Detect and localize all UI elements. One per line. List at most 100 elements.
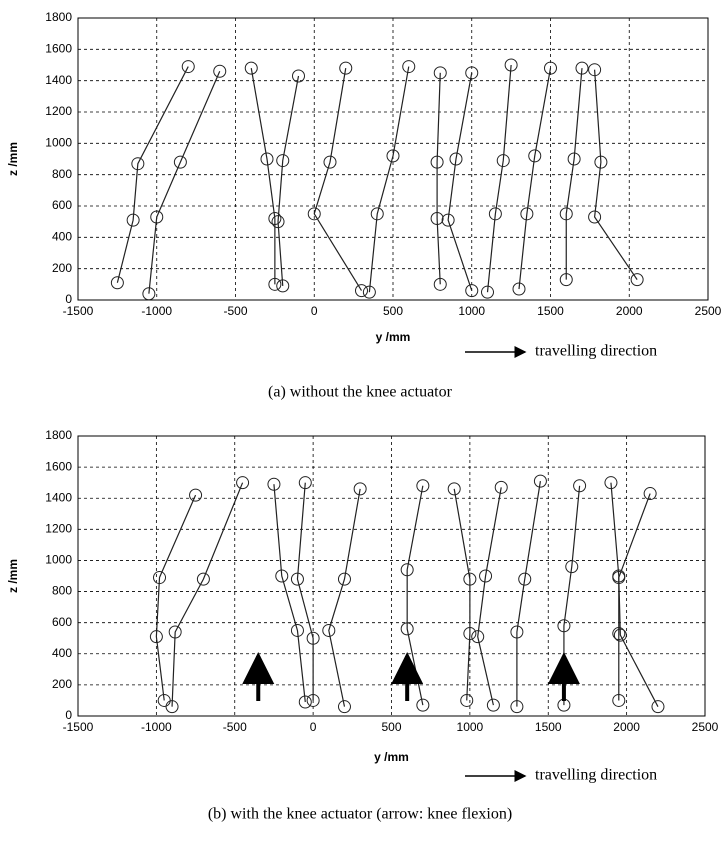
joint-marker (150, 210, 164, 224)
x-tick-label: 1500 (537, 304, 564, 318)
stick-frame (453, 488, 471, 701)
x-axis-label: y /mm (374, 750, 409, 764)
caption: (b) with the knee actuator (arrow: knee … (208, 806, 512, 823)
joint-marker (323, 155, 337, 169)
joint-marker (557, 619, 571, 633)
y-axis-label: z /mm (6, 142, 20, 176)
joint-marker (612, 627, 626, 641)
y-tick-label: 600 (52, 615, 72, 629)
stick-frame (563, 485, 581, 706)
stick-frame (328, 488, 361, 707)
joint-marker (613, 628, 627, 642)
joint-marker (386, 149, 400, 163)
joint-marker (339, 61, 353, 75)
joint-marker (173, 155, 187, 169)
stick-frame (618, 493, 659, 707)
joint-marker (370, 207, 384, 221)
joint-marker (588, 63, 602, 77)
joint-marker (533, 474, 547, 488)
x-tick-label: -1500 (63, 304, 94, 318)
joint-marker (131, 157, 145, 171)
joint-marker (110, 276, 124, 290)
x-tick-label: 1000 (458, 304, 485, 318)
joint-marker (494, 480, 508, 494)
joint-marker (651, 700, 665, 714)
joint-marker (402, 60, 416, 74)
joint-marker (643, 487, 657, 501)
joint-marker (400, 563, 414, 577)
joint-marker (165, 700, 179, 714)
joint-marker (236, 476, 250, 490)
joint-marker (126, 213, 140, 227)
y-tick-label: 1400 (45, 73, 72, 87)
joint-marker (416, 479, 430, 493)
joint-marker (337, 700, 351, 714)
joint-marker (276, 279, 290, 293)
y-tick-label: 1200 (45, 104, 72, 118)
stick-frame (593, 69, 638, 280)
joint-marker (292, 69, 305, 83)
stick-frame (273, 484, 306, 703)
y-tick-label: 1800 (45, 10, 72, 24)
joint-marker (168, 625, 182, 639)
stick-frame (296, 482, 314, 701)
x-tick-label: 2500 (692, 720, 719, 734)
y-tick-label: 1800 (45, 428, 72, 442)
joint-marker (504, 58, 518, 72)
joint-marker (306, 631, 320, 645)
joint-marker (306, 693, 320, 707)
joint-marker (149, 630, 163, 644)
joint-marker (268, 277, 282, 291)
stick-frame (313, 68, 363, 291)
x-tick-label: -500 (223, 720, 247, 734)
y-tick-label: 400 (52, 646, 72, 660)
joint-marker (512, 282, 526, 296)
stick-frame (148, 71, 221, 294)
y-tick-label: 1000 (45, 136, 72, 150)
joint-marker (510, 625, 524, 639)
joint-marker (612, 571, 626, 585)
stick-frame (518, 68, 552, 290)
joint-marker (268, 212, 282, 226)
joint-marker (510, 700, 524, 714)
y-tick-label: 800 (52, 167, 72, 181)
joint-marker (588, 210, 602, 224)
y-tick-label: 1000 (45, 553, 72, 567)
joint-marker (260, 152, 274, 166)
joint-marker (433, 277, 447, 291)
joint-marker (290, 623, 304, 637)
stick-frame (565, 68, 583, 280)
y-axis-label: z /mm (6, 559, 20, 593)
x-tick-label: 500 (383, 304, 403, 318)
plot-frame (77, 17, 709, 301)
stick-frame (277, 75, 300, 286)
joint-marker (449, 152, 463, 166)
joint-marker (460, 693, 474, 707)
y-tick-label: 200 (52, 677, 72, 691)
joint-marker (430, 212, 444, 226)
plot-frame (77, 435, 706, 717)
joint-marker (518, 572, 532, 586)
stick-frame (406, 485, 424, 706)
joint-marker (355, 284, 368, 298)
x-axis-label: y /mm (376, 330, 411, 344)
x-tick-label: -1500 (63, 720, 94, 734)
joint-marker (290, 572, 304, 586)
joint-marker (496, 154, 510, 168)
stick-frame (116, 66, 189, 283)
joint-marker (544, 61, 557, 75)
joint-marker (488, 207, 502, 221)
y-tick-label: 1600 (45, 459, 72, 473)
y-tick-label: 1400 (45, 490, 72, 504)
joint-marker (276, 154, 290, 168)
joint-marker (604, 476, 618, 490)
joint-marker (463, 572, 477, 586)
joint-marker (481, 285, 494, 299)
joint-marker (433, 66, 447, 80)
joint-marker (594, 155, 608, 169)
y-tick-label: 0 (65, 708, 72, 722)
y-tick-label: 200 (52, 261, 72, 275)
joint-marker (337, 572, 351, 586)
stick-frame (368, 66, 410, 293)
y-tick-label: 800 (52, 584, 72, 598)
